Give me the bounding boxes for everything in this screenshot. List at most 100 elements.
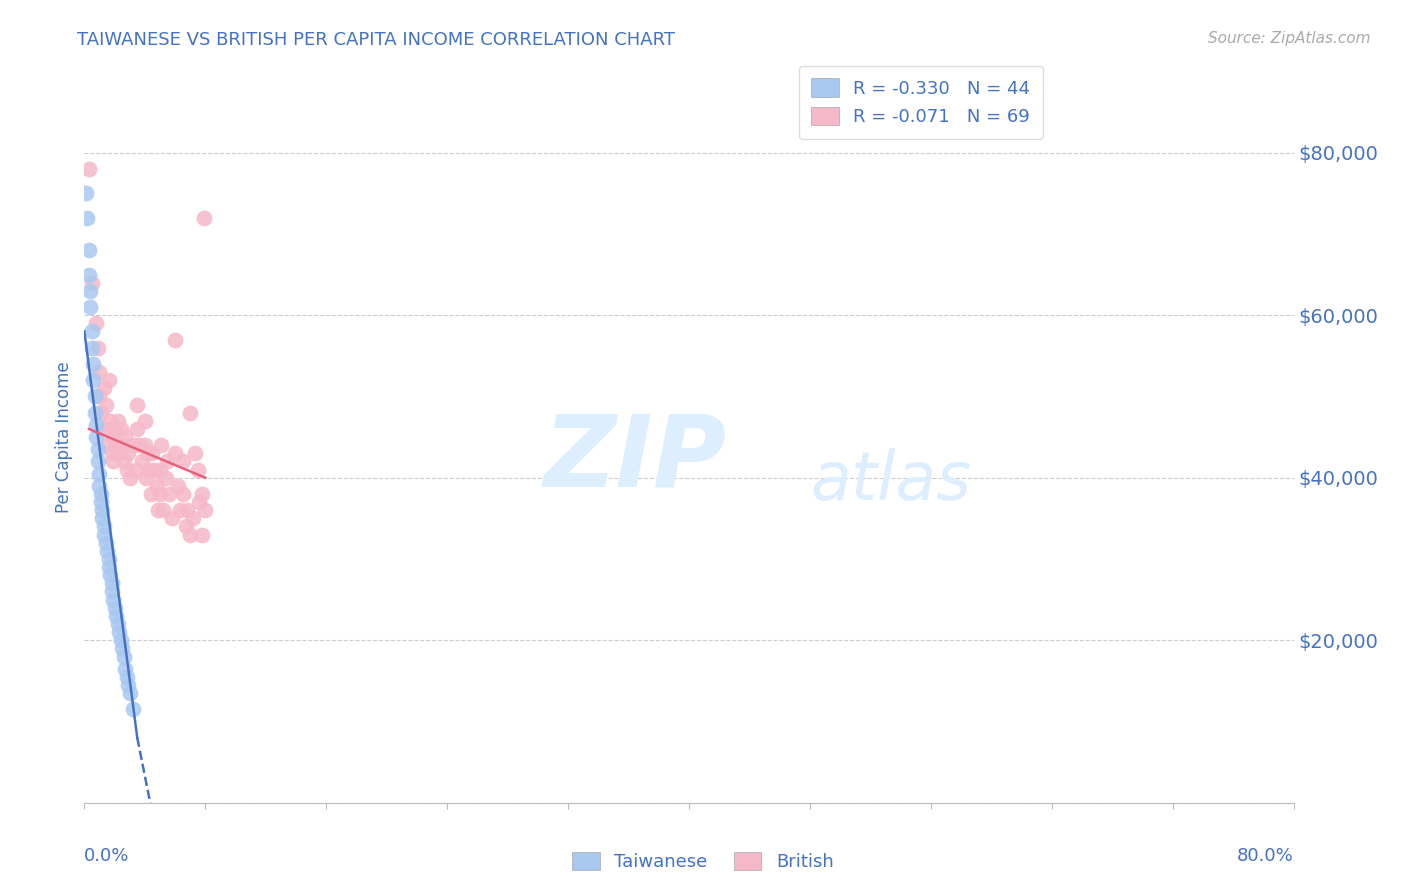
Point <box>90 406 112 420</box>
Point <box>148 503 170 517</box>
Point <box>183 446 205 460</box>
Point <box>142 462 165 476</box>
Point <box>87 341 110 355</box>
Point <box>112 454 135 468</box>
Point <box>91 511 114 525</box>
Point <box>110 422 132 436</box>
Point <box>98 414 121 428</box>
Point <box>135 471 157 485</box>
Point <box>105 438 128 452</box>
Point <box>104 600 127 615</box>
Point <box>127 422 149 436</box>
Point <box>169 503 191 517</box>
Point <box>77 243 100 257</box>
Point <box>101 454 124 468</box>
Point <box>87 454 110 468</box>
Point <box>115 462 138 476</box>
Point <box>86 417 108 432</box>
Point <box>112 649 135 664</box>
Point <box>149 462 172 476</box>
Point <box>194 503 217 517</box>
Text: atlas: atlas <box>810 448 972 514</box>
Point <box>97 373 120 387</box>
Point <box>105 608 128 623</box>
Point <box>156 454 179 468</box>
Point <box>89 389 111 403</box>
Point <box>174 519 197 533</box>
Point <box>134 414 156 428</box>
Point <box>125 462 148 476</box>
Point <box>94 535 117 549</box>
Point <box>91 422 114 436</box>
Point <box>118 471 141 485</box>
Point <box>172 454 194 468</box>
Point <box>76 211 98 225</box>
Text: ZIP: ZIP <box>544 410 727 508</box>
Point <box>149 487 172 501</box>
Text: 0.0%: 0.0% <box>84 847 129 864</box>
Point <box>141 446 163 460</box>
Point <box>93 527 115 541</box>
Point <box>172 487 194 501</box>
Point <box>100 446 122 460</box>
Point <box>179 406 201 420</box>
Point <box>191 487 214 501</box>
Point <box>160 511 183 525</box>
Point <box>108 446 131 460</box>
Point <box>131 454 153 468</box>
Point <box>79 300 101 314</box>
Point <box>138 462 160 476</box>
Point <box>80 276 103 290</box>
Legend: R = -0.330   N = 44, R = -0.071   N = 69: R = -0.330 N = 44, R = -0.071 N = 69 <box>799 66 1043 139</box>
Point <box>77 268 100 282</box>
Point <box>97 560 120 574</box>
Point <box>96 438 118 452</box>
Point <box>86 316 108 330</box>
Point <box>127 398 149 412</box>
Point <box>108 625 131 640</box>
Point <box>181 511 204 525</box>
Point <box>121 438 143 452</box>
Point <box>193 211 215 225</box>
Point <box>114 662 136 676</box>
Legend: Taiwanese, British: Taiwanese, British <box>565 845 841 879</box>
Point <box>155 471 177 485</box>
Point <box>134 438 156 452</box>
Point <box>128 438 150 452</box>
Point <box>87 442 110 457</box>
Point <box>77 161 100 176</box>
Point <box>136 446 159 460</box>
Point <box>176 503 198 517</box>
Point <box>110 633 132 648</box>
Point <box>82 373 104 387</box>
Point <box>100 576 122 591</box>
Point <box>82 357 104 371</box>
Point <box>191 527 214 541</box>
Point <box>75 186 97 201</box>
Point <box>84 389 107 403</box>
Point <box>157 487 180 501</box>
Point <box>152 503 174 517</box>
Point <box>97 552 120 566</box>
Point <box>90 487 112 501</box>
Point <box>111 438 134 452</box>
Point <box>117 678 139 692</box>
Point <box>79 284 101 298</box>
Point <box>89 479 111 493</box>
Point <box>96 422 118 436</box>
Point <box>101 592 124 607</box>
Text: Source: ZipAtlas.com: Source: ZipAtlas.com <box>1208 31 1371 46</box>
Point <box>89 467 111 481</box>
Point <box>84 406 107 420</box>
Point <box>93 381 115 395</box>
Point <box>96 544 118 558</box>
Point <box>179 527 201 541</box>
Point <box>80 341 103 355</box>
Point <box>167 479 190 493</box>
Point <box>150 438 173 452</box>
Point <box>188 495 211 509</box>
Point <box>187 462 209 476</box>
Point <box>146 479 169 493</box>
Point <box>86 430 108 444</box>
Point <box>118 686 141 700</box>
